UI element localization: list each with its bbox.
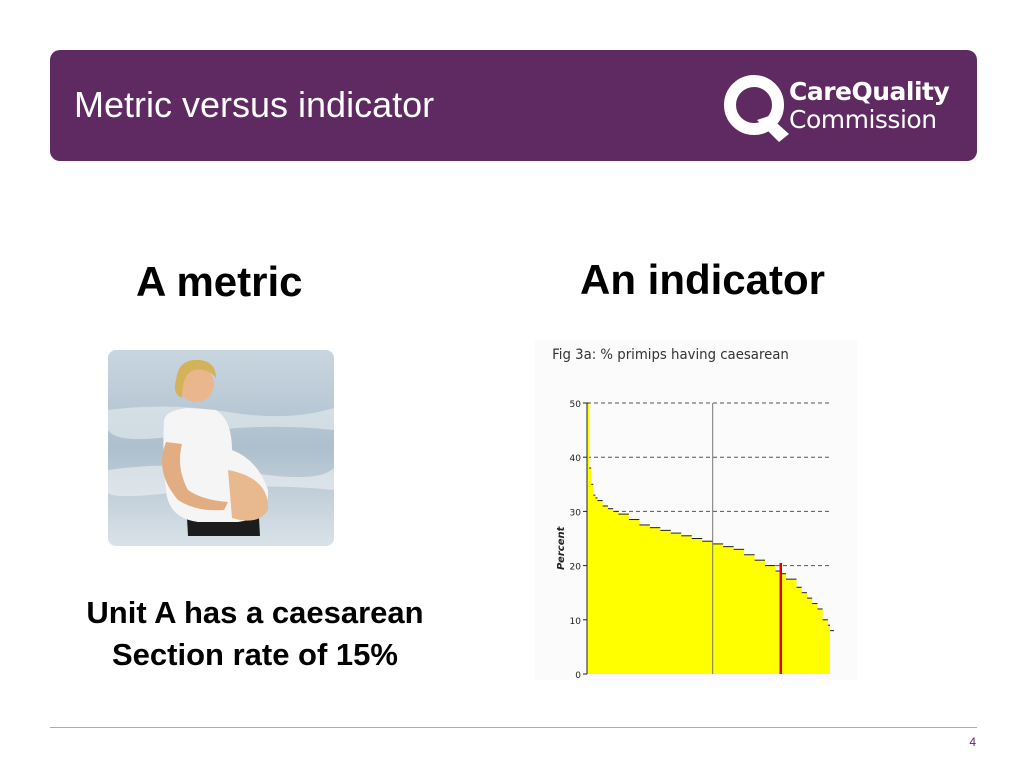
photo-illustration: [108, 350, 334, 546]
metric-caption: Unit A has a caesarean Section rate of 1…: [40, 592, 470, 676]
y-tick-label: 20: [570, 563, 582, 573]
y-tick-label: 30: [570, 508, 582, 518]
logo-line-1: CareQuality: [789, 77, 950, 106]
y-tick-label: 10: [570, 617, 582, 627]
funnel-area: [587, 403, 830, 674]
page-number: 4: [969, 735, 976, 749]
y-tick-label: 40: [570, 454, 582, 464]
cqc-q-logo-icon: [724, 75, 789, 142]
metric-heading: A metric: [136, 258, 303, 305]
logo-line-2: Commission: [789, 105, 937, 134]
indicator-chart: Fig 3a: % primips having caesarean Perce…: [535, 340, 857, 681]
y-tick-label: 50: [570, 400, 582, 410]
logo-text: CareQuality Commission: [789, 77, 950, 134]
indicator-heading: An indicator: [580, 256, 826, 303]
slide-title: Metric versus indicator: [74, 84, 435, 125]
y-tick-label: 0: [575, 671, 581, 680]
cqc-logo: CareQuality Commission: [721, 70, 951, 142]
footer-divider: [50, 727, 977, 728]
caption-line-2: Section rate of 15%: [112, 637, 398, 672]
y-axis-label: Percent: [556, 525, 567, 570]
funnel-chart-svg: Fig 3a: % primips having caesarean Perce…: [552, 347, 834, 681]
title-bar: Metric versus indicator CareQuality Comm…: [50, 50, 977, 161]
pregnant-woman-photo: [108, 350, 334, 546]
chart-title: Fig 3a: % primips having caesarean: [552, 347, 789, 363]
caption-line-1: Unit A has a caesarean: [86, 595, 424, 630]
